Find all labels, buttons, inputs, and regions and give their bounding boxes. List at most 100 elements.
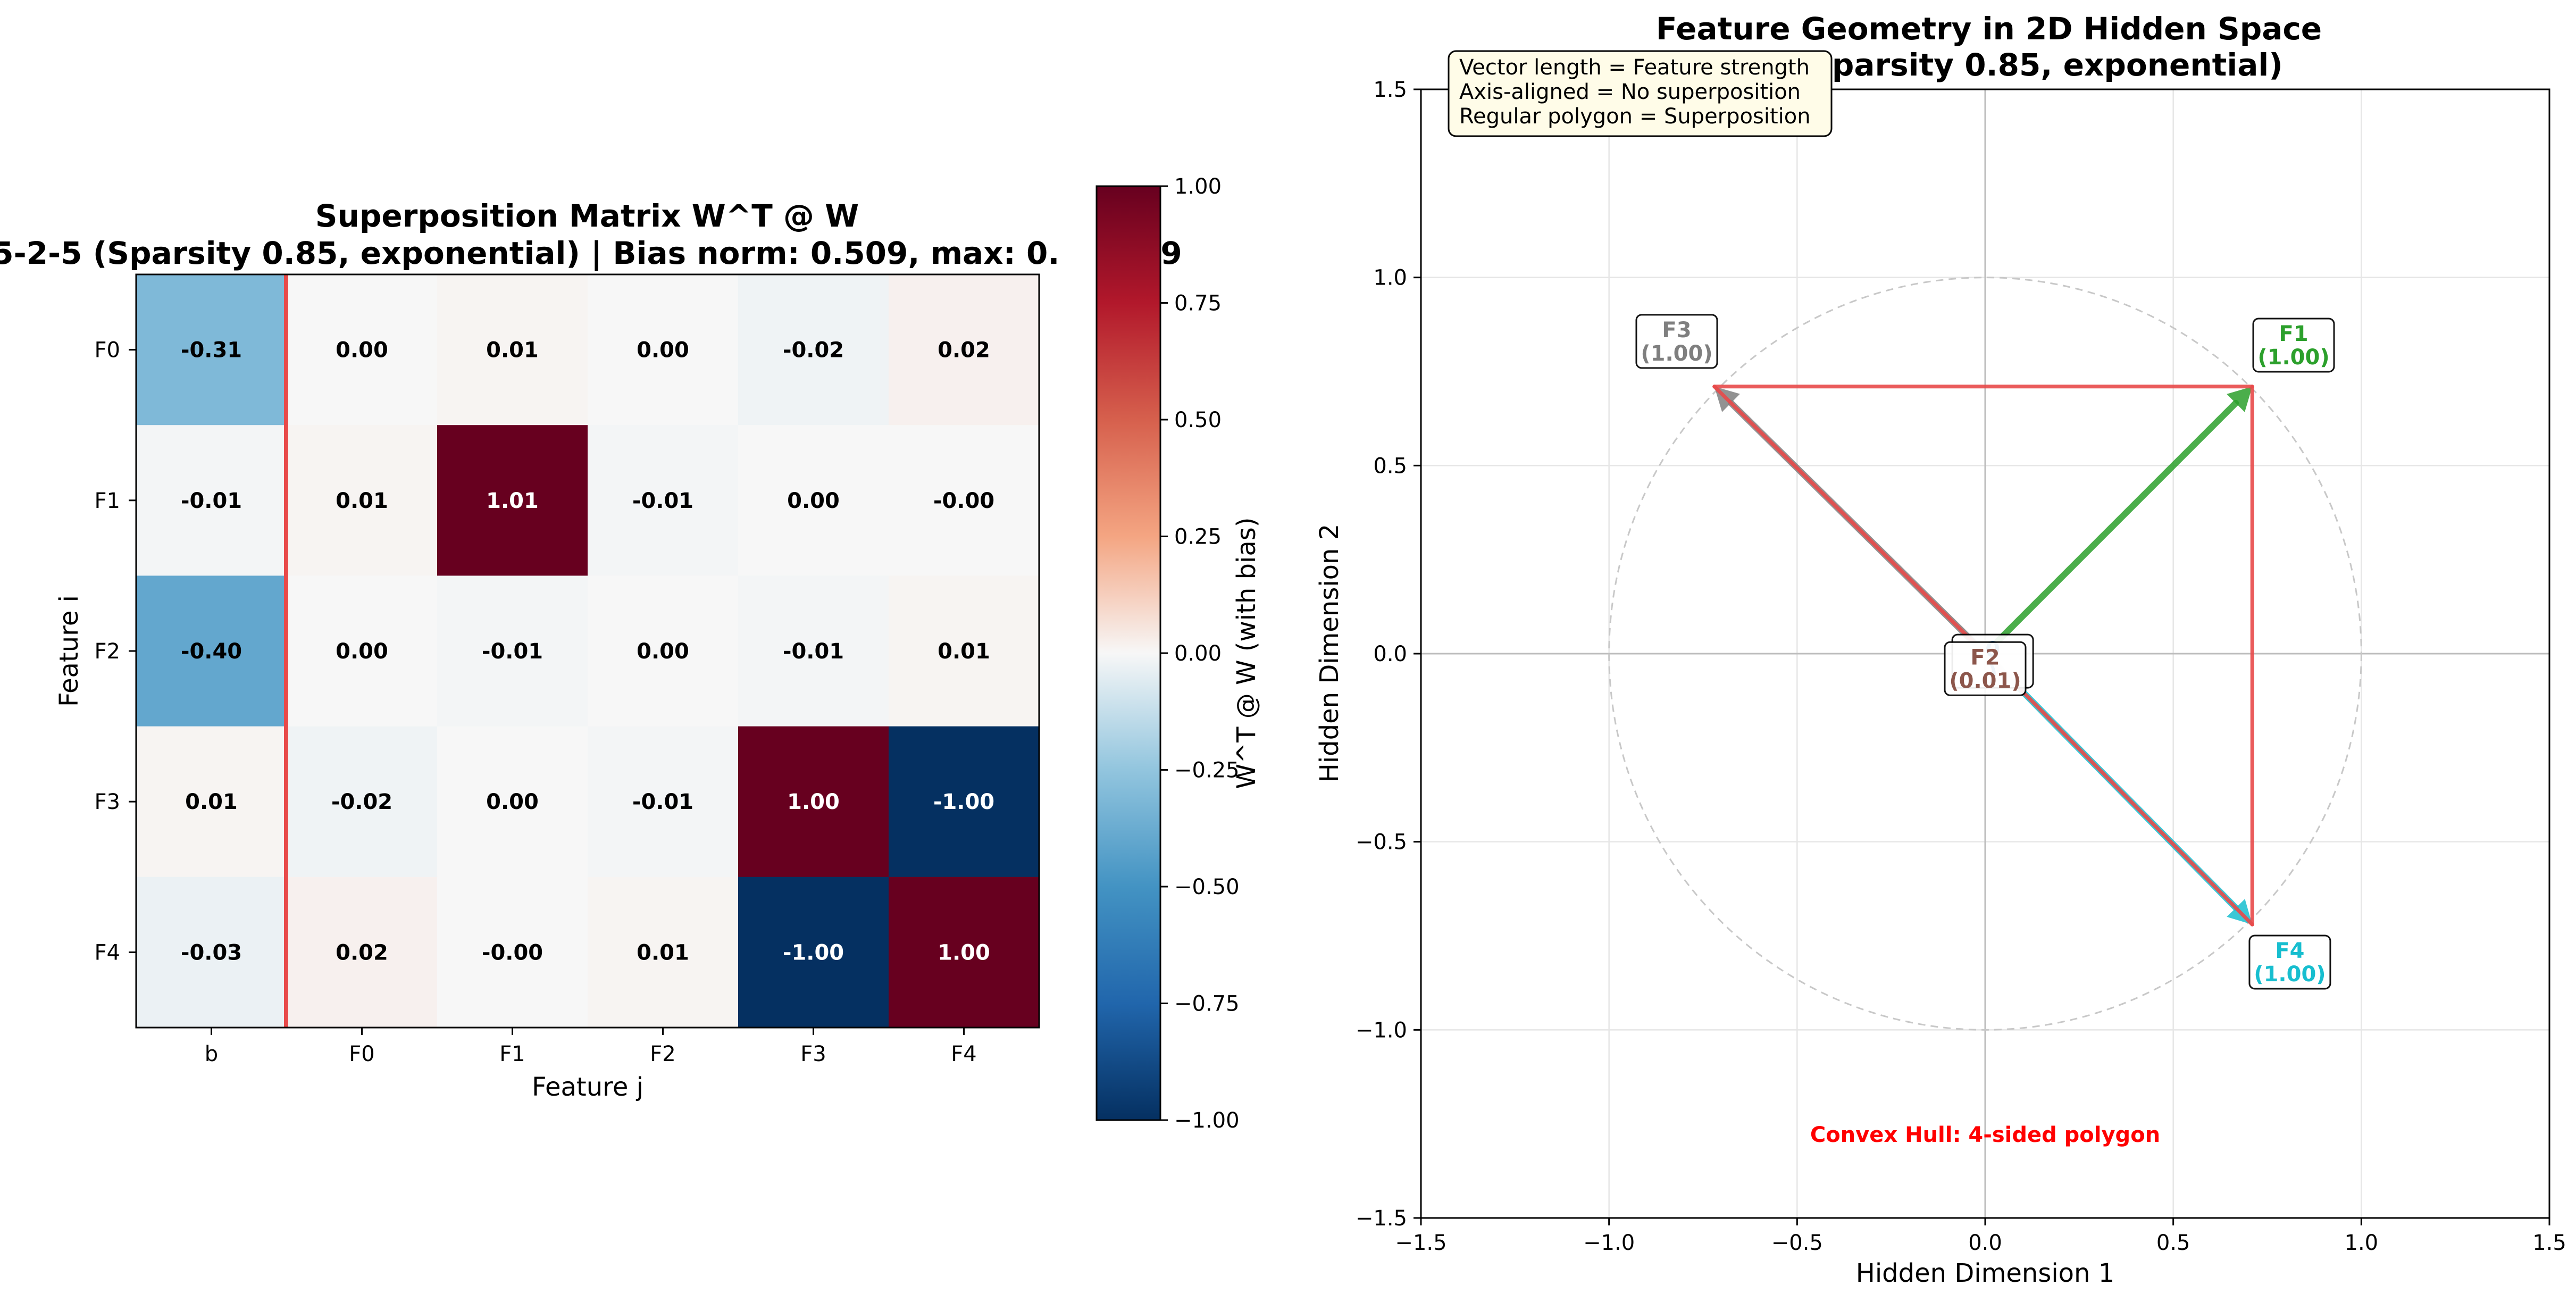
vector-label-f3-box (1635, 314, 1718, 369)
vector-labels: 0)F3(1.00)F1(1.00)F2(0.01)F4(1.00) (1635, 314, 2335, 990)
heatmap-title-line2-tail: 9 (1160, 235, 1182, 271)
heatmap-y-tick-label: F3 (95, 790, 120, 814)
vector-label-f4-box (2248, 934, 2331, 990)
colorbar-tick-label: 0.25 (1174, 525, 1222, 549)
vector-label-f2-name: F2 (1970, 645, 2000, 670)
heatmap-value-label: -0.02 (783, 338, 844, 363)
heatmap-x-tick-label: F2 (650, 1042, 675, 1066)
vector-label-f1-box (2252, 318, 2335, 373)
heatmap-value-label: -1.00 (783, 940, 844, 965)
geometry-y-axis-label: Hidden Dimension 2 (1315, 524, 1344, 783)
vector-label-f3-value: (1.00) (1641, 341, 1712, 366)
heatmap-value-label: -0.00 (482, 940, 543, 965)
vector-label-f1-value: (1.00) (2257, 345, 2329, 370)
heatmap-value-label: 1.00 (938, 940, 990, 965)
colorbar-tick-label: −0.75 (1174, 992, 1240, 1016)
heatmap-cell-f1-f4 (889, 425, 1040, 576)
heatmap-value-label: 1.01 (486, 489, 539, 513)
heatmap-x-tick-label: F4 (951, 1042, 976, 1066)
geometry-x-axis-label: Hidden Dimension 1 (1856, 1258, 2115, 1288)
heatmap-value-label: -0.31 (181, 338, 242, 363)
vector-label-f3: F3(1.00) (1635, 314, 1718, 369)
heatmap-value-label: -0.01 (783, 639, 844, 664)
heatmap-value-label: 0.00 (787, 489, 840, 513)
heatmap-value-label: 0.00 (336, 639, 388, 664)
colorbar-tick-label: −0.25 (1174, 758, 1240, 783)
heatmap-cell-f4-f4 (889, 877, 1040, 1028)
heatmap-value-label: 0.00 (637, 338, 689, 363)
heatmap-cell-f0-f2 (588, 274, 739, 425)
heatmap-x-axis-label: Feature j (532, 1072, 643, 1102)
heatmap-cell-f2-f0 (287, 575, 438, 727)
geometry-x-tick-label: 0.0 (1968, 1231, 2002, 1255)
vector-label-f1-name: F1 (2279, 322, 2308, 346)
heatmap-value-label: 0.01 (938, 639, 990, 664)
heatmap-value-label: 0.00 (336, 338, 388, 363)
heatmap-cells (136, 274, 1040, 1028)
colorbar-tick-label: −0.50 (1174, 875, 1240, 899)
heatmap-cell-f4-f0 (287, 877, 438, 1028)
geometry-x-tick-label: 0.5 (2156, 1231, 2190, 1255)
heatmap-cell-f1-f2 (588, 425, 739, 576)
heatmap-cell-f0-b (136, 274, 287, 425)
heatmap-value-label: -0.40 (181, 639, 242, 664)
heatmap-cell-f0-f0 (287, 274, 438, 425)
geometry-y-tick-label: 0.0 (1373, 642, 1407, 666)
colorbar-tick-label: −1.00 (1174, 1108, 1240, 1133)
heatmap-cell-f4-f3 (738, 877, 889, 1028)
heatmap-cell-f4-f2 (588, 877, 739, 1028)
heatmap-cell-f1-f0 (287, 425, 438, 576)
geometry-x-tick-label: −1.0 (1583, 1231, 1635, 1255)
heatmap-value-label: 0.01 (637, 940, 689, 965)
vector-f1-head (2227, 386, 2253, 412)
geometry-x-tick-label: −1.5 (1395, 1231, 1446, 1255)
heatmap-cell-f3-f1 (437, 726, 588, 878)
heatmap-value-label: -0.01 (482, 639, 543, 664)
heatmap-value-label: 0.00 (637, 639, 689, 664)
heatmap-value-label: 0.00 (486, 790, 539, 814)
heatmap-value-label: -0.03 (181, 940, 242, 965)
vector-label-f2-box (1944, 641, 2027, 696)
convex-hull (1712, 385, 2254, 927)
colorbar-tick-label: 1.00 (1174, 174, 1222, 199)
vector-label-f4-value: (1.00) (2254, 962, 2326, 987)
geometry-y-tick-label: 0.5 (1373, 454, 1407, 478)
geometry-panel: Feature Geometry in 2D Hidden Space 5-2-… (1315, 11, 2566, 1288)
heatmap-cell-f0-f1 (437, 274, 588, 425)
heatmap-value-label: -0.00 (933, 489, 994, 513)
heatmap-y-ticks: F0 F1 F2 F3 F4 (95, 338, 136, 965)
geometry-y-tick-label: 1.0 (1373, 266, 1407, 290)
heatmap-cell-f3-f0 (287, 726, 438, 878)
vector-label-f2-value: (0.01) (1949, 669, 2021, 693)
heatmap-cell-f3-f4 (889, 726, 1040, 878)
heatmap-value-label: -0.01 (632, 790, 693, 814)
heatmap-cell-f2-f3 (738, 575, 889, 727)
heatmap-cell-f2-f1 (437, 575, 588, 727)
geometry-x-tick-label: −0.5 (1771, 1231, 1823, 1255)
heatmap-x-tick-label: F0 (349, 1042, 374, 1066)
vector-label-f1: F1(1.00) (2252, 318, 2335, 373)
heatmap-y-tick-label: F0 (95, 338, 120, 363)
geometry-y-tick-label: 1.5 (1373, 78, 1407, 102)
note-line-2: Axis-aligned = No superposition (1459, 80, 1801, 104)
heatmap-title-line2-main: 5-2-5 (Sparsity 0.85, exponential) | Bia… (0, 235, 1059, 271)
heatmap-cell-f4-b (136, 877, 287, 1028)
heatmap-x-tick-label: b (205, 1042, 218, 1066)
note-line-3: Regular polygon = Superposition (1459, 104, 1811, 129)
geometry-y-tick-label: −0.5 (1356, 830, 1407, 855)
colorbar-label: W^T @ W (with bias) (1232, 517, 1261, 789)
note-line-1: Vector length = Feature strength (1459, 55, 1810, 80)
geometry-x-tick-label: 1.5 (2532, 1231, 2566, 1255)
note-box-background (1448, 50, 1833, 137)
colorbar-tick-label: 0.00 (1174, 641, 1222, 666)
heatmap-cell-f3-f3 (738, 726, 889, 878)
heatmap-value-label: 0.01 (185, 790, 238, 814)
heatmap-panel: Superposition Matrix W^T @ W 5-2-5 (Spar… (0, 174, 1261, 1133)
colorbar (1095, 185, 1161, 1121)
note-box: Vector length = Feature strength Axis-al… (1448, 50, 1833, 137)
convex-hull-annotation: Convex Hull: 4-sided polygon (1810, 1123, 2160, 1147)
geometry-title-line1: Feature Geometry in 2D Hidden Space (1656, 11, 2322, 47)
heatmap-value-label: -0.01 (632, 489, 693, 513)
heatmap-value-label: 0.01 (486, 338, 539, 363)
